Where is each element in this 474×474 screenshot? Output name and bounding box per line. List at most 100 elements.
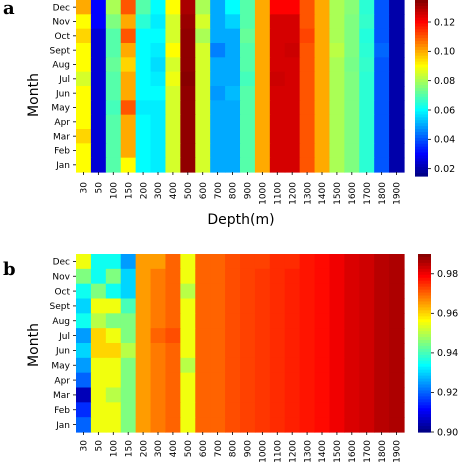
heatmap-cell <box>329 298 345 314</box>
heatmap-cell <box>284 14 301 30</box>
heatmap-cell <box>329 14 345 30</box>
heatmap-cell <box>374 357 390 374</box>
heatmap-cell <box>254 268 271 285</box>
heatmap-cell <box>195 129 211 144</box>
heatmap-cell <box>90 357 107 374</box>
colorbar-segment <box>415 155 428 159</box>
heatmap-cell <box>359 372 375 389</box>
heatmap-cell <box>240 86 256 101</box>
heatmap-cell <box>180 57 196 73</box>
heatmap-cell <box>150 0 167 15</box>
heatmap-cell <box>314 14 331 30</box>
heatmap-cell <box>195 57 211 73</box>
heatmap-cell <box>105 129 122 144</box>
heatmap-cell <box>240 298 256 314</box>
heatmap-cell <box>329 57 345 73</box>
heatmap-cell <box>135 283 152 300</box>
heatmap-cell <box>269 343 286 359</box>
heatmap-cell <box>120 343 137 359</box>
heatmap-cell <box>374 157 390 173</box>
y-tick-label: Dec <box>53 3 70 13</box>
heatmap-cell <box>76 43 92 58</box>
heatmap-cell <box>210 313 226 329</box>
heatmap-cell <box>299 43 316 58</box>
heatmap-cell <box>76 86 92 101</box>
colorbar-segment <box>415 88 428 92</box>
heatmap-cell <box>210 114 226 130</box>
heatmap-cell <box>374 14 390 30</box>
heatmap-cell <box>120 283 137 300</box>
heatmap-cell <box>105 387 122 403</box>
colorbar-segment <box>415 11 428 16</box>
heatmap-cell <box>314 28 331 44</box>
x-tick-label: 1400 <box>318 182 328 205</box>
heatmap-cell <box>180 0 196 15</box>
heatmap-cell <box>150 143 167 159</box>
heatmap-cell <box>210 417 226 433</box>
heatmap-cell <box>180 143 196 159</box>
heatmap-cell <box>329 0 345 15</box>
y-tick-label: Jul <box>58 75 70 85</box>
heatmap-cell <box>299 86 316 101</box>
heatmap-cell <box>344 313 360 329</box>
y-tick-label: May <box>51 104 70 114</box>
heatmap-cell <box>269 298 286 314</box>
colorbar-segment <box>418 268 431 273</box>
y-tick-label: Aug <box>52 317 70 327</box>
heatmap-cell <box>284 298 301 314</box>
heatmap-cell <box>269 254 286 270</box>
heatmap-cell <box>120 14 137 30</box>
heatmap-cell <box>135 313 152 329</box>
colorbar-segment <box>418 372 431 377</box>
colorbar-segment <box>415 49 428 54</box>
heatmap-cell <box>150 298 167 314</box>
heatmap-cell <box>210 14 226 30</box>
heatmap-cell <box>225 313 241 329</box>
heatmap-cell <box>120 129 137 144</box>
colorbar-segment <box>415 123 428 127</box>
heatmap-cell <box>269 283 286 300</box>
heatmap-cell <box>240 417 256 433</box>
heatmap-cell <box>90 143 107 159</box>
y-tick-label: Nov <box>52 18 70 28</box>
heatmap-cell <box>269 143 286 159</box>
x-tick-label: 800 <box>229 182 239 199</box>
heatmap-cell <box>240 402 256 418</box>
heatmap-cell <box>314 283 331 300</box>
heatmap-cell <box>76 129 92 144</box>
heatmap-cell <box>359 57 375 73</box>
heatmap-cell <box>150 268 167 285</box>
heatmap-cell <box>120 313 137 329</box>
heatmap-cell <box>165 387 181 403</box>
heatmap-cell <box>90 283 107 300</box>
heatmap-cell <box>314 129 331 144</box>
heatmap-cell <box>165 417 181 433</box>
heatmap-cell <box>254 372 271 389</box>
heatmap-cell <box>254 43 271 58</box>
colorbar-segment <box>418 322 431 326</box>
colorbar-segment <box>415 20 428 25</box>
heatmap-cell <box>314 328 331 344</box>
heatmap-cell <box>299 0 316 15</box>
colorbar-segment <box>415 102 428 107</box>
heatmap-cell <box>314 298 331 314</box>
heatmap-cell <box>254 283 271 300</box>
heatmap-cell <box>90 157 107 173</box>
heatmap-cell <box>240 14 256 30</box>
colorbar-segment <box>415 32 428 36</box>
heatmap-cell <box>225 254 241 270</box>
heatmap-cell <box>344 129 360 144</box>
heatmap-cell <box>314 313 331 329</box>
y-tick-label: Jun <box>55 347 70 357</box>
heatmap-cell <box>150 157 167 173</box>
heatmap-cell <box>150 100 167 116</box>
heatmap-cell <box>150 343 167 359</box>
heatmap-cell <box>314 268 331 285</box>
heatmap-cell <box>195 28 211 44</box>
heatmap-cell <box>374 402 390 418</box>
y-tick-label: Mar <box>53 391 70 401</box>
colorbar-segment <box>415 79 428 83</box>
colorbar-segment <box>418 337 431 341</box>
x-tick-label: 300 <box>154 440 164 457</box>
heatmap-cell <box>329 343 345 359</box>
